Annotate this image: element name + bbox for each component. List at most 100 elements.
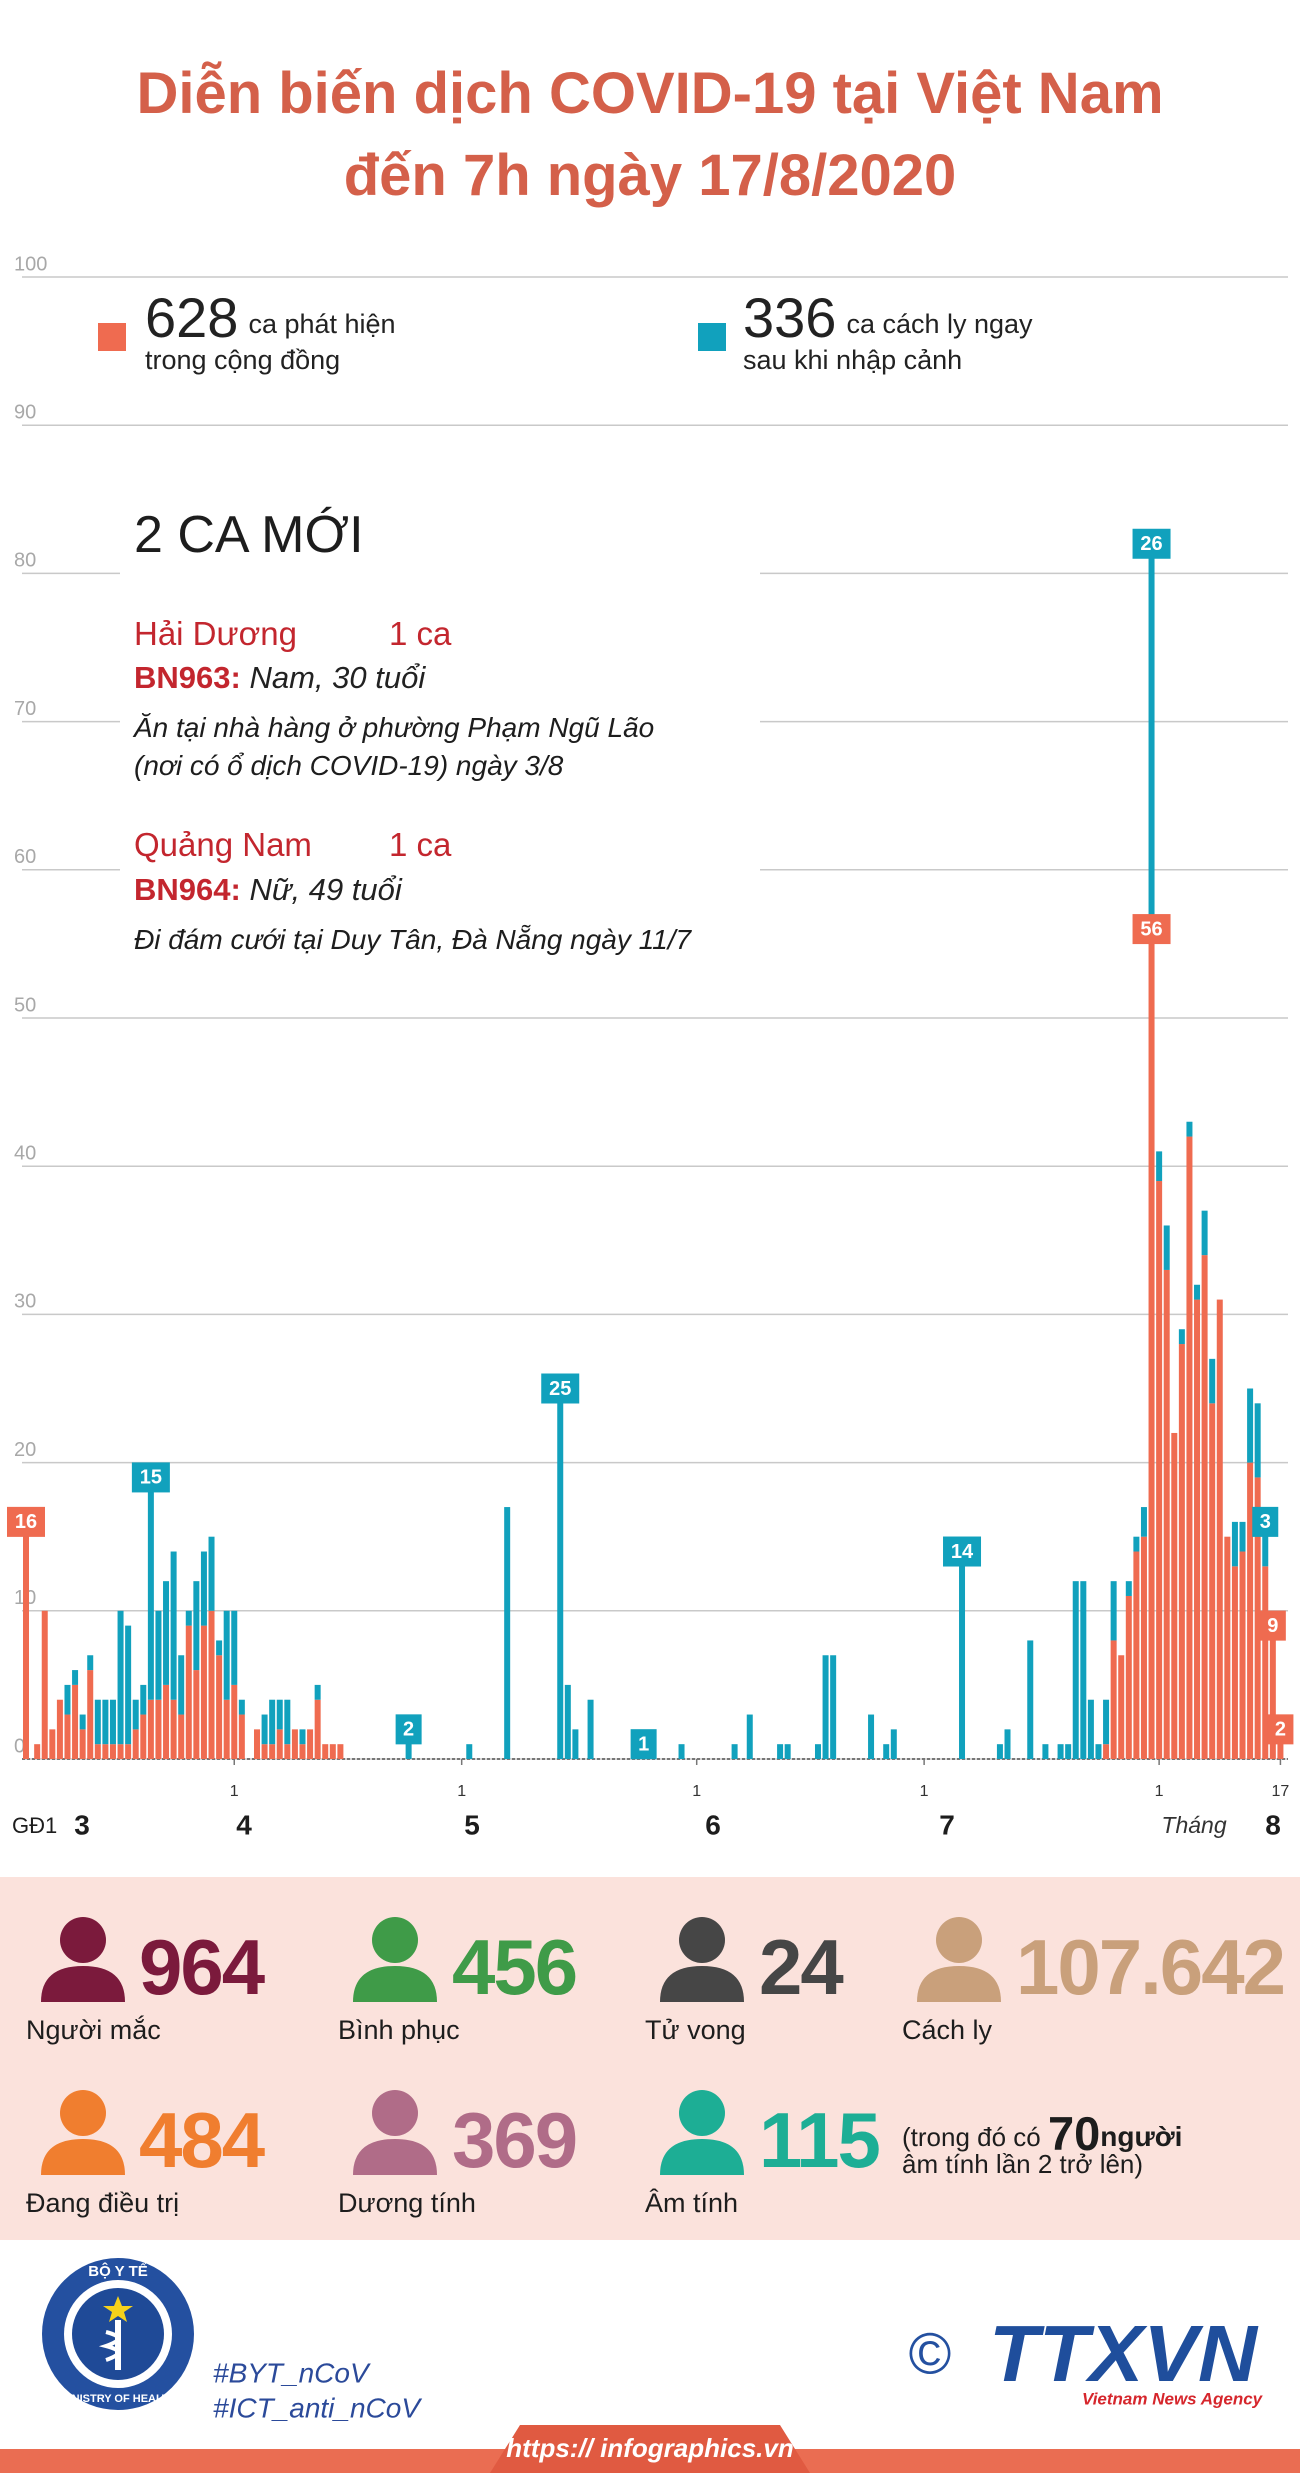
bar-segment — [746, 1714, 753, 1759]
bar-segment — [200, 1625, 207, 1759]
bar-segment — [261, 1744, 268, 1759]
stat-value: 964 — [139, 1923, 265, 2011]
bar-segment — [208, 1536, 215, 1611]
bar-segment — [1156, 1151, 1163, 1182]
case-count: 1 ca — [389, 615, 452, 652]
patient-info: Nữ, 49 tuổi — [249, 872, 402, 907]
bar-segment — [1042, 1744, 1049, 1759]
value-label: 2 — [403, 1719, 414, 1741]
notice-title: 2 CA MỚI — [134, 506, 364, 564]
month-label: 8 — [1265, 1809, 1281, 1840]
y-tick-label: 90 — [14, 401, 36, 423]
bar-segment — [269, 1699, 276, 1745]
bar-segment — [557, 1388, 564, 1759]
bar-segment — [996, 1744, 1003, 1759]
bar-segment — [170, 1551, 177, 1700]
bar-segment — [959, 1551, 966, 1759]
value-label: 25 — [549, 1378, 571, 1400]
icon-body — [660, 1966, 744, 2002]
month-label: 4 — [236, 1809, 252, 1840]
bar-segment — [1171, 1432, 1178, 1759]
bar-segment — [132, 1729, 139, 1759]
value-label: 16 — [15, 1511, 37, 1533]
case-count: 1 ca — [389, 826, 452, 863]
bar-segment — [1156, 1181, 1163, 1759]
note-value: 70 — [1047, 2107, 1101, 2160]
agency-logo: TTXVN — [989, 2309, 1259, 2398]
icon-head — [936, 1917, 982, 1963]
bar-segment — [564, 1684, 571, 1759]
bar-segment — [504, 1507, 511, 1759]
patient-id: BN964: — [134, 872, 241, 907]
bar-segment — [307, 1729, 314, 1759]
bar-segment — [731, 1744, 738, 1759]
bar-segment — [125, 1744, 132, 1759]
bar-segment — [87, 1655, 94, 1671]
value-label: 1 — [638, 1733, 649, 1755]
x-tick-label: 1 — [692, 1783, 701, 1800]
bar-segment — [216, 1655, 223, 1759]
y-tick-label: 20 — [14, 1439, 36, 1461]
stat-value: 107.642 — [1016, 1923, 1286, 2011]
icon-head — [679, 2090, 725, 2136]
value-label: 9 — [1267, 1615, 1278, 1637]
footer: BỘ Y TẾ MINISTRY OF HEALTH #BYT_nCoV #IC… — [0, 2258, 1300, 2473]
bar-segment — [1201, 1210, 1208, 1256]
bar-segment — [72, 1670, 79, 1685]
bar-segment — [1231, 1566, 1238, 1759]
bar-segment — [79, 1714, 86, 1730]
bar-segment — [94, 1699, 101, 1745]
bar-segment — [1057, 1744, 1064, 1759]
legend-entry: 336 ca cách ly ngay sau khi nhập cảnh — [743, 290, 1053, 378]
bar-segment — [1163, 1225, 1170, 1270]
bar-segment — [1027, 1640, 1034, 1759]
bar-segment — [102, 1744, 109, 1759]
value-label-box — [1132, 528, 1171, 559]
bar-segment — [231, 1684, 238, 1759]
bar-segment — [1186, 1121, 1193, 1137]
patient-info: Nam, 30 tuổi — [249, 660, 426, 695]
y-tick-label: 80 — [14, 550, 36, 572]
stats-panel: (trong đó có 70người âm tính lần 2 trở l… — [0, 1877, 1300, 2240]
bar-segment — [1072, 1581, 1079, 1759]
note-unit: người — [1100, 2121, 1183, 2152]
stat-value: 456 — [452, 1923, 578, 2011]
bar-segment — [208, 1610, 215, 1759]
patient-id: BN963: — [134, 660, 241, 695]
bar-segment — [322, 1744, 329, 1759]
bar-segment — [109, 1699, 116, 1745]
y-tick-label: 100 — [14, 253, 47, 275]
bar-segment — [1133, 1551, 1140, 1759]
bar-segment — [1231, 1521, 1238, 1567]
stat-label: Dương tính — [338, 2188, 476, 2218]
bar-segment — [193, 1581, 200, 1671]
bar-segment — [147, 1699, 154, 1759]
month-label: 7 — [939, 1809, 955, 1840]
bar-segment — [185, 1625, 192, 1759]
copyright: © — [909, 2321, 952, 2386]
bar-segment — [1269, 1625, 1276, 1759]
legend-swatch — [698, 323, 726, 351]
bar-segment — [1095, 1744, 1102, 1759]
bar-segment — [87, 1670, 94, 1759]
province: Quảng Nam — [134, 826, 312, 863]
bar-segment — [64, 1714, 71, 1759]
x-tick-label: 1 — [230, 1783, 239, 1800]
bar-segment — [572, 1729, 579, 1759]
description: (nơi có ổ dịch COVID-19) ngày 3/8 — [134, 750, 564, 781]
bar-segment — [814, 1744, 821, 1759]
y-tick-label: 0 — [14, 1735, 25, 1757]
bar-segment — [291, 1729, 298, 1759]
icon-body — [917, 1966, 1001, 2002]
bar-segment — [261, 1714, 268, 1745]
icon-body — [353, 1966, 437, 2002]
bar-segment — [1262, 1566, 1269, 1759]
bar-segment — [117, 1744, 124, 1759]
bar-segment — [64, 1684, 71, 1715]
bar-segment — [284, 1699, 291, 1745]
bar-segment — [1110, 1640, 1117, 1759]
bar-segment — [1125, 1595, 1132, 1759]
bar-segment — [223, 1610, 230, 1700]
patient: BN963: Nam, 30 tuổi — [134, 660, 425, 696]
